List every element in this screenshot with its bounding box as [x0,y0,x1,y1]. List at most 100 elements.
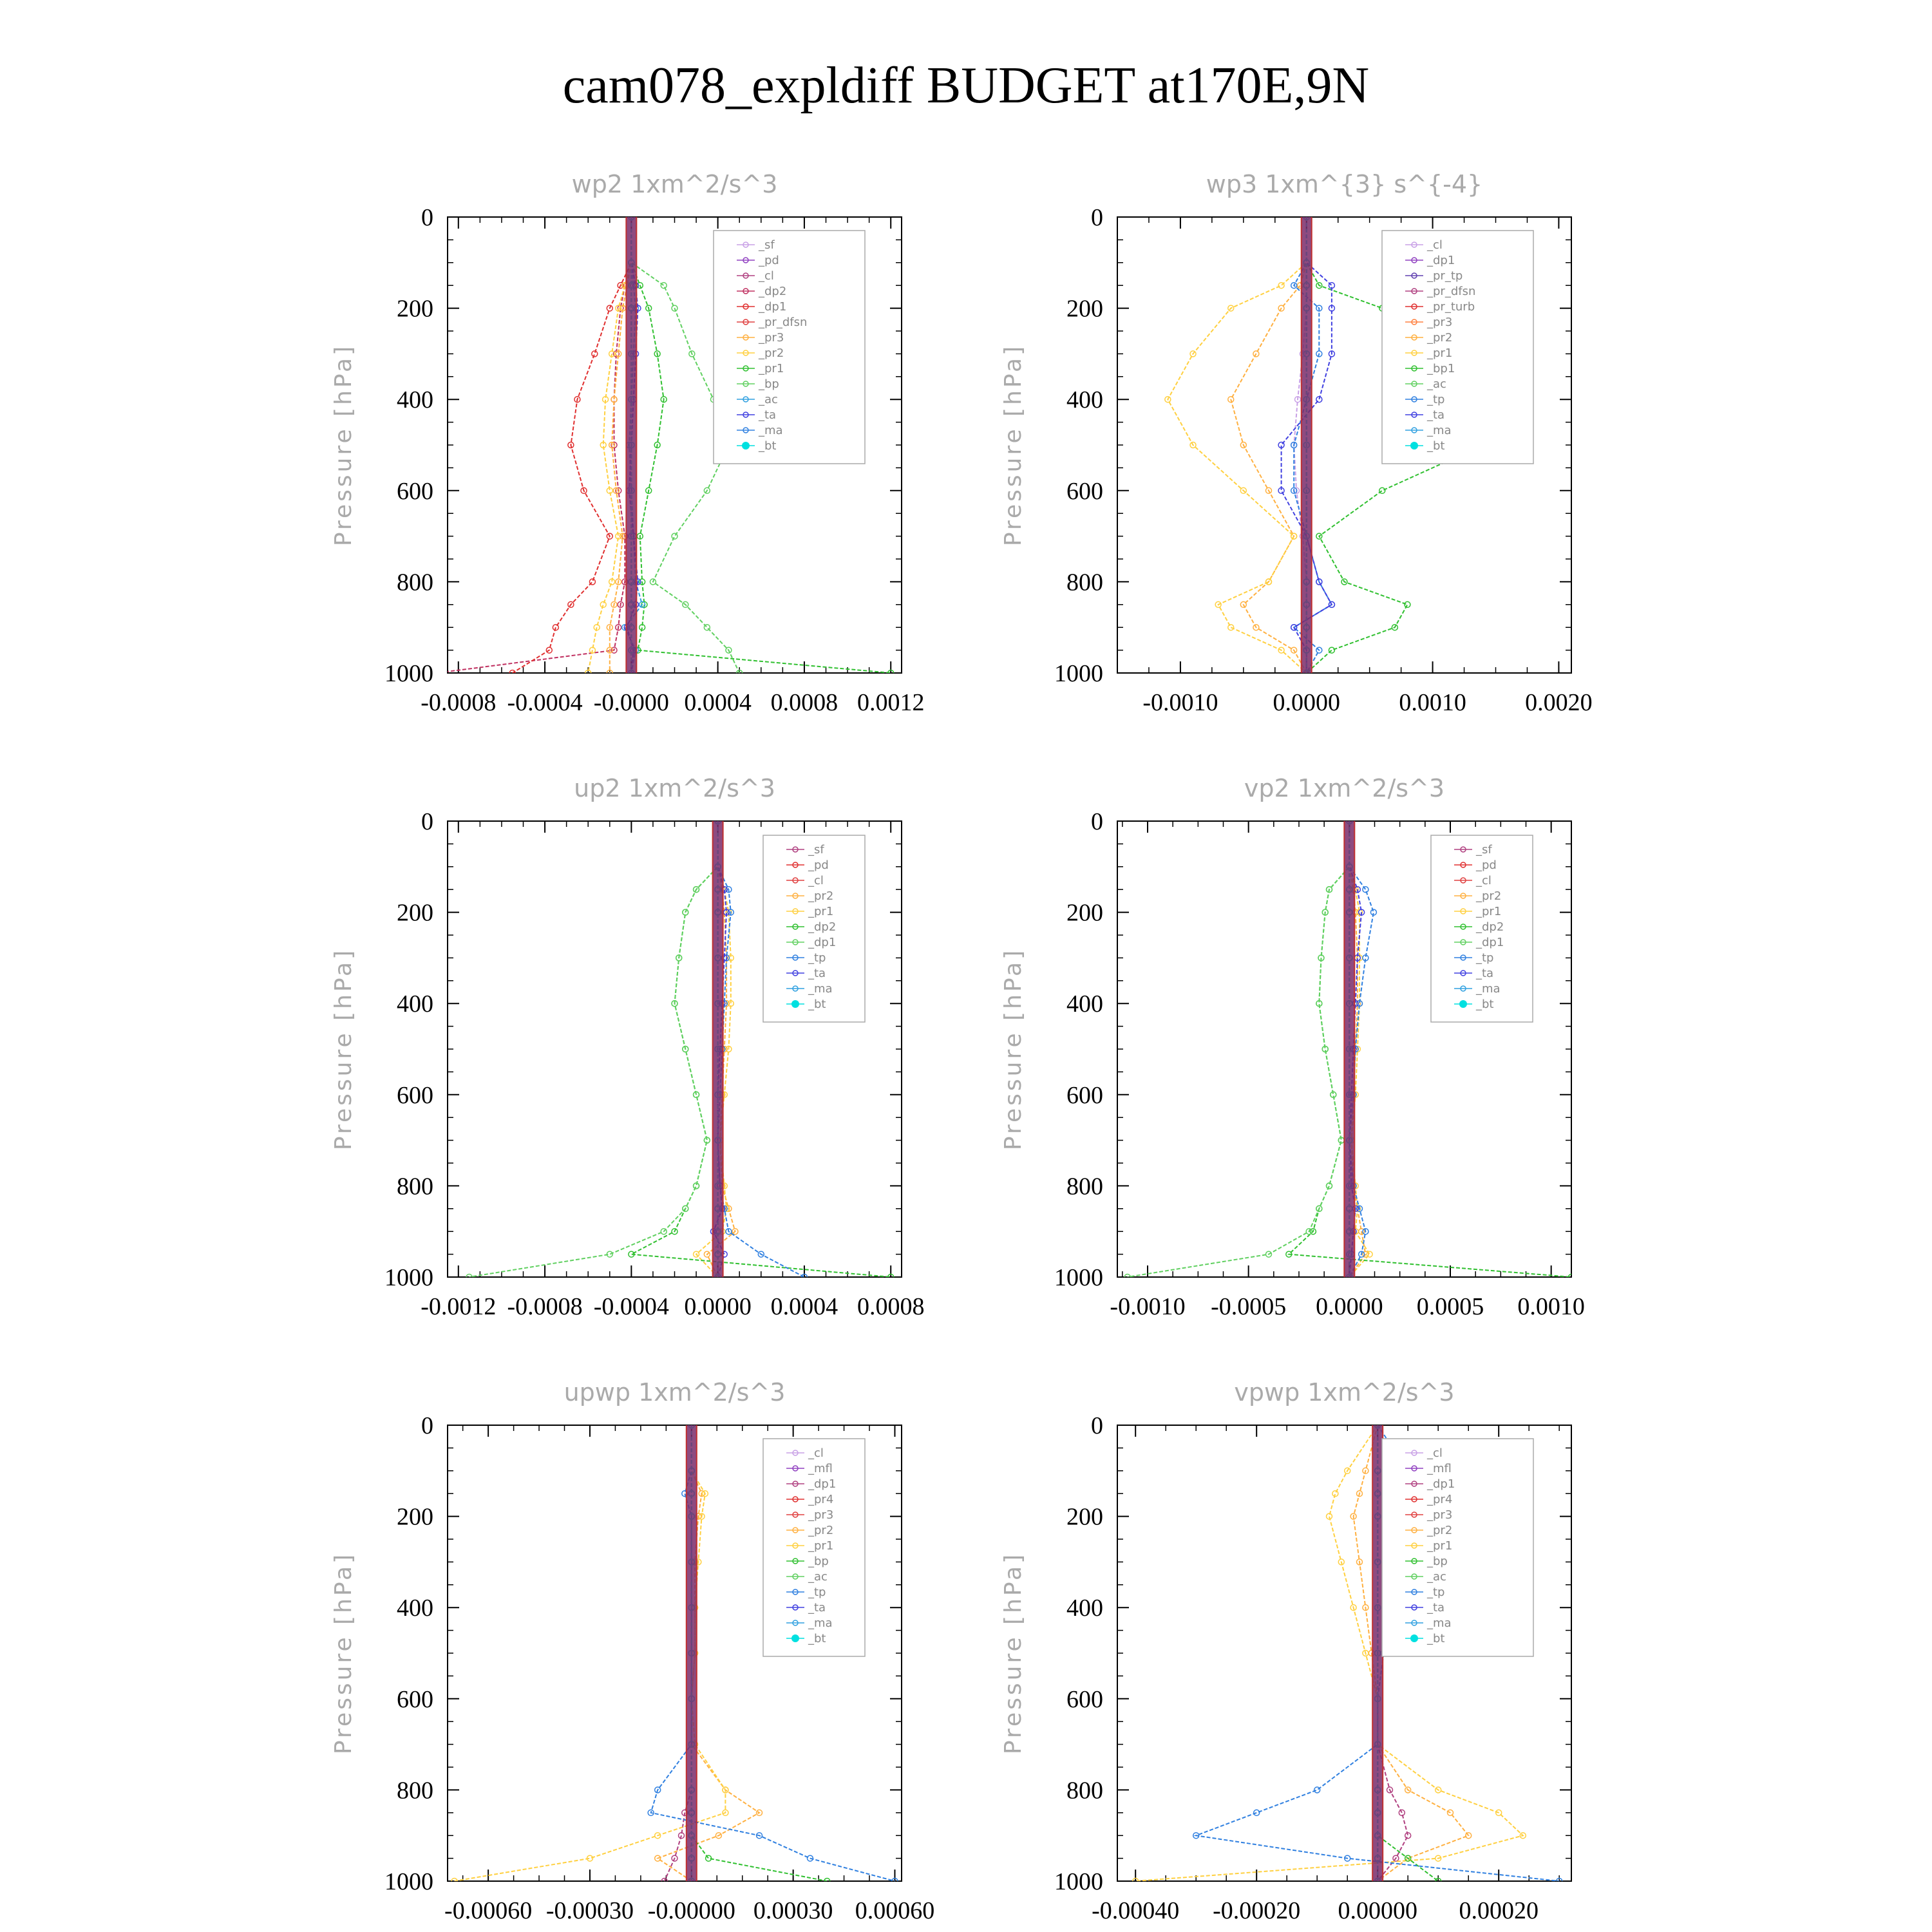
legend-label: _dp1 [1475,936,1504,949]
y-tick-label: 0 [1091,808,1103,835]
data-point-ta [1328,281,1336,289]
zero-marker-column [686,1425,697,1881]
legend-label: _sf [758,238,775,252]
y-tick-label: 600 [397,1686,433,1713]
legend-label: _cl [758,269,774,283]
series-line-bp1 [1305,217,1522,673]
data-point-dp1 [677,1832,685,1839]
data-point-pr1 [722,1786,729,1794]
data-point-dp2 [1285,1251,1293,1258]
data-point-dp1 [606,305,614,312]
legend-marker [792,970,799,976]
legend-marker [1411,1589,1417,1595]
data-point-dp1 [692,1091,700,1099]
data-point-dp1 [675,954,683,961]
legend-item-ma: _ma [1405,1616,1452,1630]
data-point-pr1 [1495,1809,1502,1817]
legend-marker [1460,862,1466,868]
data-point-dp1 [692,886,700,893]
legend-label: _sf [808,843,824,857]
x-tick-label: 0.0020 [1525,689,1593,716]
plot-area [466,821,895,1277]
legend-label: _dp1 [758,300,786,314]
series-line-pr1 [1167,217,1307,673]
data-point-pr1 [654,1832,661,1839]
x-tick-label: -0.00000 [648,1897,735,1924]
legend-label: _tp [1475,951,1493,965]
x-tick-label: -0.0010 [1142,689,1218,716]
data-point-pr1 [1189,350,1197,357]
data-point-bp1 [1379,487,1386,495]
data-point-dp2 [617,601,624,609]
legend-item-dp2: _dp2 [737,285,786,298]
legend-item-bt: _bt [786,1632,826,1645]
legend-item-bp1: _bp1 [1405,362,1455,375]
data-point-pr3 [606,623,614,631]
legend-item-pr-turb: _pr_turb [1405,300,1475,314]
legend-item-ta: _ta [786,967,826,980]
y-tick-label: 400 [397,1595,433,1622]
data-point-pr2 [1290,647,1298,654]
legend-marker [742,442,750,450]
x-tick-label: -0.00040 [1092,1897,1179,1924]
data-point-tp [654,1786,661,1794]
legend-box [1430,835,1533,1023]
figure-title: cam078_expldiff BUDGET at170E,9N [562,57,1370,114]
y-tick-label: 1000 [1054,1868,1103,1895]
legend-label: _pr1 [808,905,833,918]
y-tick-label: 1000 [1054,1264,1103,1291]
legend-label: _bt [808,1632,826,1645]
legend-marker [743,412,749,418]
x-tick-label: 0.0012 [857,689,925,716]
data-point-dp1 [1124,1273,1131,1277]
x-tick-label: 0.0000 [684,1293,752,1320]
data-point-dp1 [682,1205,689,1213]
y-tick-label: 200 [1066,296,1103,323]
x-tick-label: 0.0010 [1517,1293,1585,1320]
data-point-dp1 [466,1273,473,1277]
legend-label: _tp [1426,393,1444,406]
legend-marker [1460,877,1466,884]
data-point-pr2 [1404,1786,1412,1794]
legend-item-pr1: _pr1 [1454,905,1501,918]
legend-item-ma: _ma [1405,424,1452,437]
legend-marker [792,939,799,945]
legend-box [713,230,866,464]
legend-label: _mfl [1426,1462,1452,1475]
legend-box [762,835,866,1023]
data-point-pr1 [1265,578,1273,585]
data-point-pr2 [1240,601,1247,609]
legend-label: _pr2 [808,889,833,903]
data-point-pr1 [1362,1649,1369,1657]
legend-label: _pr4 [1426,1493,1452,1506]
legend-label: _dp2 [758,285,786,298]
y-tick-label: 200 [397,900,433,927]
legend-label: _cl [808,874,824,887]
legend: _cl_mfl_dp1_pr4_pr3_pr2_pr1_bp_ac_tp_ta_… [762,1438,866,1657]
y-tick-label: 400 [1066,990,1103,1018]
legend-marker [743,381,749,387]
data-point-bp [671,533,678,540]
x-tick-label: -0.00030 [546,1897,634,1924]
legend-label: _ta [808,967,826,980]
legend-label: _tp [808,1586,826,1599]
legend-item-tp: _tp [1454,951,1493,965]
data-point-bp [705,1855,712,1862]
legend-label: _ac [808,1570,828,1584]
data-point-pr2 [606,487,614,495]
data-point-tp [1358,1251,1365,1258]
y-axis-label: Pressure [hPa] [330,948,357,1150]
legend-item-ma: _ma [1454,982,1501,996]
legend-marker [792,985,799,992]
legend-label: _pr1 [758,362,784,375]
legend-label: _pr2 [1426,331,1452,345]
x-tick-label: -0.00020 [1213,1897,1300,1924]
data-point-tp [800,1273,808,1277]
panel-title: up2 1xm^2/s^3 [574,774,775,802]
legend-marker [1411,257,1417,263]
data-point-pr2 [614,533,622,540]
legend-marker [1411,1542,1417,1549]
data-point-pr1 [638,578,646,585]
legend-item-pr1: _pr1 [1405,1539,1452,1553]
